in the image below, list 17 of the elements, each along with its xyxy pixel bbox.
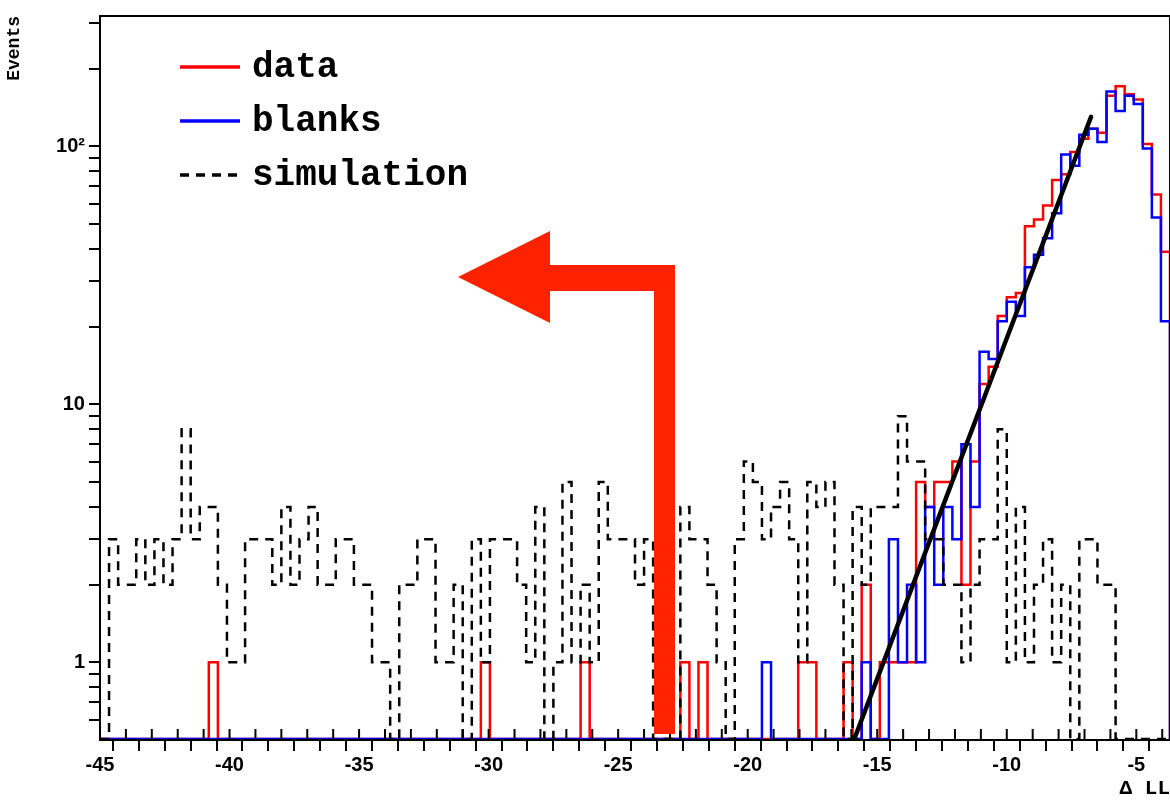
y-tick-label: 10² (56, 133, 86, 156)
x-tick-label: -20 (733, 752, 763, 775)
x-tick-label: -10 (992, 752, 1022, 775)
x-tick-label: -40 (215, 752, 244, 775)
x-tick-label: -5 (1127, 752, 1146, 775)
legend-label: simulation (252, 154, 469, 196)
legend-label: data (252, 46, 339, 88)
x-tick-label: -45 (85, 752, 115, 775)
y-tick-label: 10 (62, 391, 85, 414)
legend-label: blanks (252, 100, 382, 142)
x-tick-label: -25 (603, 752, 633, 775)
y-tick-label: 1 (73, 649, 85, 672)
x-axis-title: Δ LL (1119, 776, 1170, 800)
x-tick-label: -15 (862, 752, 892, 775)
x-tick-label: -35 (344, 752, 374, 775)
y-axis-title: Events (4, 16, 25, 81)
x-tick-label: -30 (474, 752, 504, 775)
